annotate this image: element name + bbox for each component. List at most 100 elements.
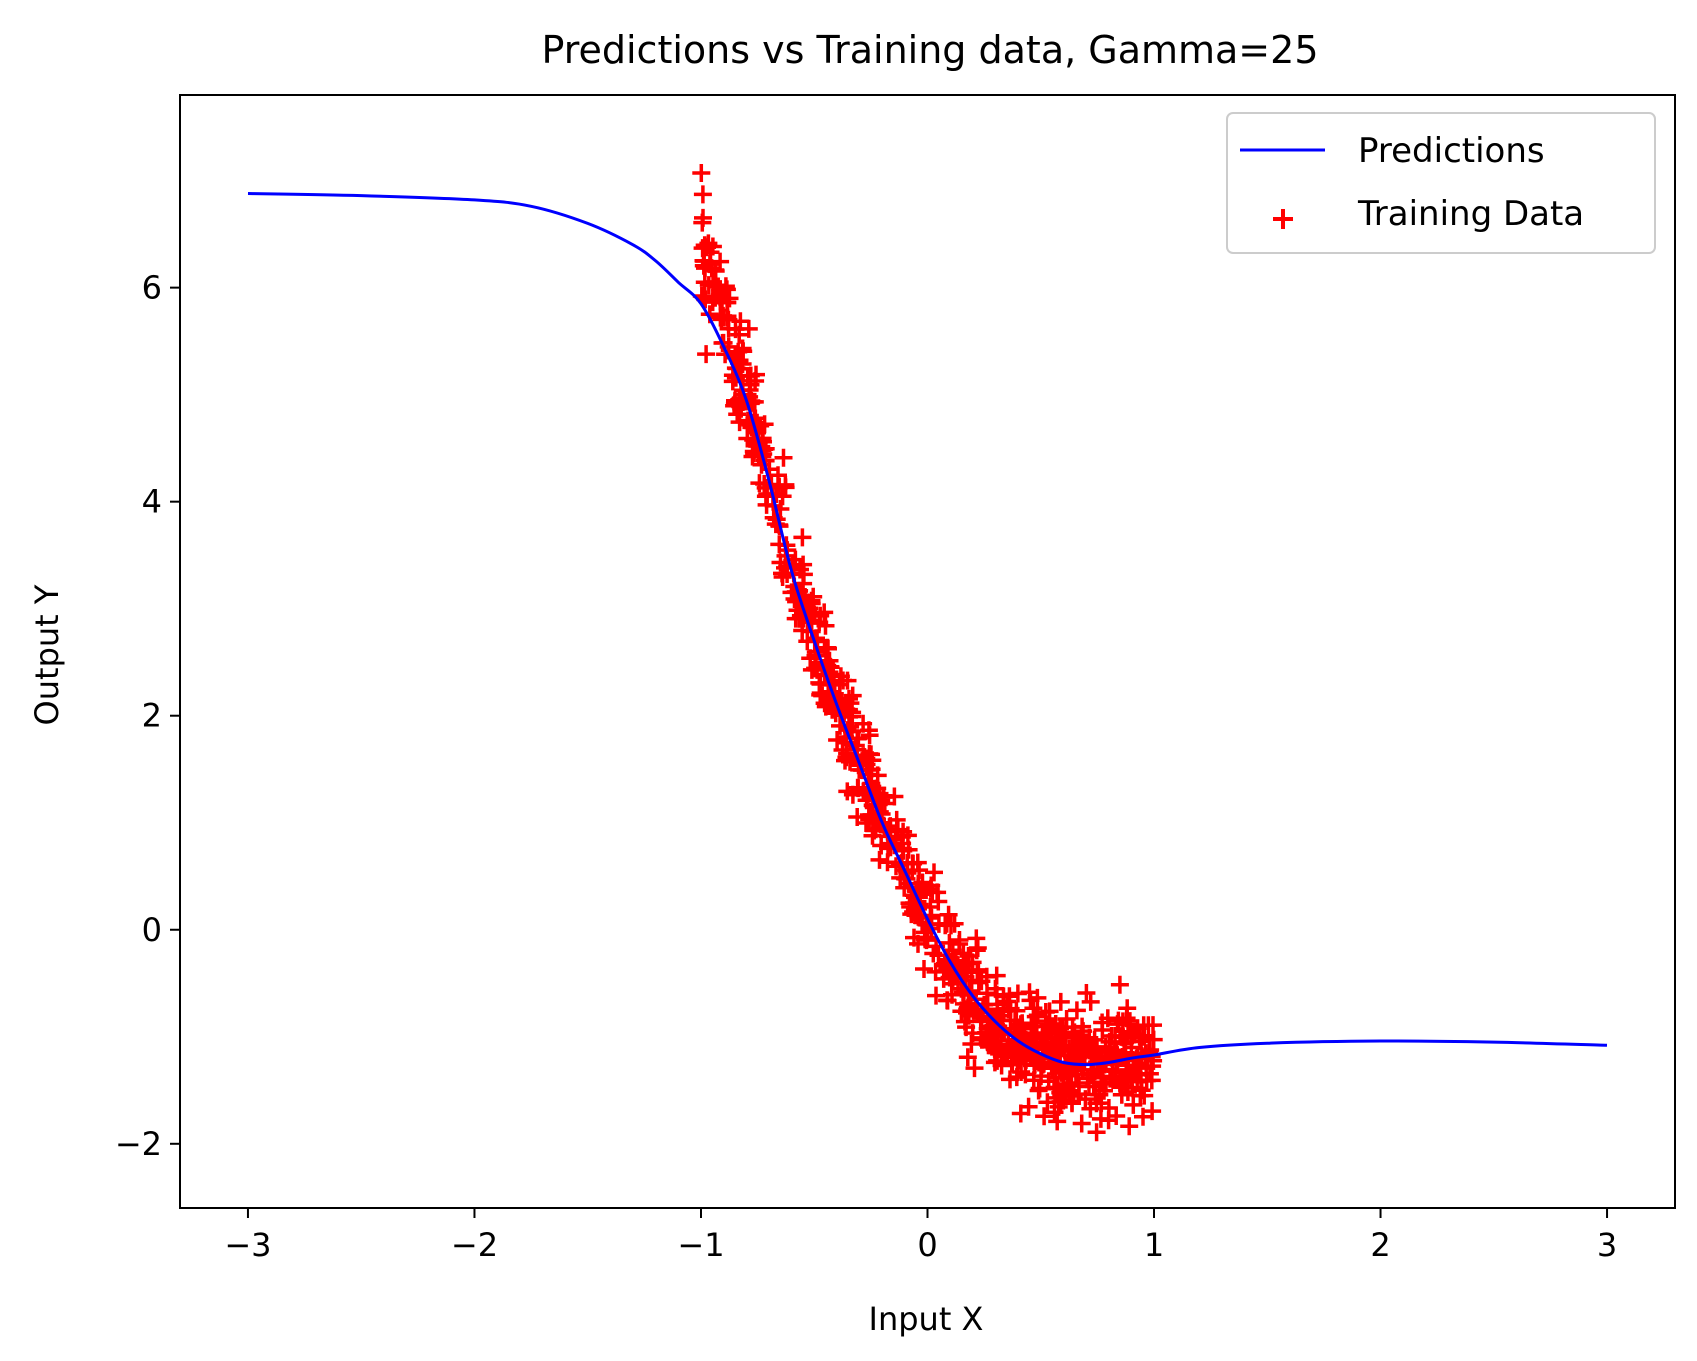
training-data-point [774, 448, 793, 467]
training-data-point [923, 883, 942, 902]
training-data-point [1107, 1107, 1126, 1125]
training-data-point [793, 528, 812, 547]
training-data-point [987, 1010, 1006, 1029]
training-data-point [1098, 1009, 1117, 1028]
training-data-point [999, 1000, 1018, 1019]
training-data-point [1057, 1062, 1076, 1081]
training-data-point [697, 345, 716, 364]
training-data-point [1108, 1015, 1127, 1034]
training-data-point [962, 1035, 981, 1053]
legend-box [1226, 112, 1656, 254]
training-data-point [887, 810, 906, 829]
training-data-point [1143, 1102, 1162, 1121]
training-data-point [726, 320, 745, 339]
training-data-point [1057, 1010, 1076, 1028]
training-data-point [1134, 1107, 1152, 1126]
training-data-point [1016, 1065, 1035, 1084]
x-axis-label: Input X [869, 1300, 984, 1338]
y-tick-label: 6 [142, 269, 162, 307]
plot-background [180, 95, 1675, 1208]
training-data-point [693, 185, 712, 204]
training-data-point [939, 905, 958, 924]
y-tick-label: −2 [115, 1125, 162, 1163]
training-data-point [695, 236, 714, 255]
training-data-point [860, 726, 879, 745]
training-data-point [1008, 984, 1027, 1003]
training-data-point [1026, 1007, 1045, 1026]
training-data-point [819, 683, 838, 702]
x-tick-label: 0 [917, 1226, 937, 1264]
training-data-point [1024, 999, 1043, 1018]
training-data-point [1081, 992, 1100, 1011]
training-data-point [996, 1047, 1015, 1066]
x-tick-label: 2 [1370, 1226, 1390, 1264]
training-data-point [987, 985, 1006, 1004]
training-data-point [1102, 1069, 1121, 1088]
training-data-point [1100, 1032, 1119, 1051]
training-data-point [1054, 1024, 1073, 1043]
training-data-point [734, 342, 753, 361]
training-data-point [830, 675, 849, 694]
training-data-point [921, 898, 940, 916]
training-data-point [733, 393, 752, 411]
training-data-point [1048, 1112, 1067, 1131]
training-data-point [1135, 1086, 1154, 1105]
training-data-point [927, 986, 945, 1005]
training-data-point [750, 474, 769, 493]
training-data-point [1110, 975, 1129, 994]
training-data-point [1091, 1109, 1110, 1128]
training-data-point [1140, 1043, 1159, 1062]
training-data-point [801, 649, 820, 668]
training-data-point [711, 292, 730, 311]
training-data-point [804, 587, 823, 606]
training-data-point [1046, 1033, 1065, 1051]
training-data-point [952, 1002, 971, 1021]
plot-area [179, 94, 1676, 1209]
x-axis-ticks: −3 −2 −1 0 1 2 3 [224, 1208, 1617, 1264]
training-data-point [924, 944, 943, 963]
y-tick-label: 0 [142, 911, 162, 949]
training-data-point [1096, 1042, 1115, 1061]
training-data-point [1046, 1088, 1064, 1107]
training-data-point [1118, 1083, 1137, 1101]
training-data-point [938, 991, 957, 1010]
y-axis-label: Output Y [28, 584, 66, 725]
training-data-point [1072, 1114, 1091, 1133]
training-data-point [1137, 1071, 1156, 1090]
legend-predictions-label: Predictions [1358, 131, 1545, 171]
training-data-point [972, 1030, 991, 1049]
training-data-point [915, 960, 933, 978]
training-data-point [986, 1043, 1005, 1062]
training-data-point [977, 967, 996, 986]
training-data-point [695, 273, 714, 292]
training-data-point [863, 812, 882, 831]
training-data-point [730, 351, 749, 370]
training-data-point [967, 929, 986, 948]
training-data-point [694, 256, 713, 275]
training-data-point [694, 208, 712, 227]
training-data-point [1111, 1027, 1129, 1046]
training-data-point [1035, 1107, 1054, 1126]
training-data-point [828, 731, 847, 749]
training-data-point [1093, 1021, 1112, 1039]
training-data-point [1013, 1014, 1032, 1033]
training-data-point [849, 779, 868, 798]
x-tick-label: 3 [1597, 1226, 1617, 1264]
training-data-point [1122, 1038, 1141, 1057]
training-data-point [955, 961, 974, 980]
x-tick-label: 1 [1144, 1226, 1164, 1264]
training-data-point [706, 262, 725, 280]
x-tick-label: −2 [451, 1226, 498, 1264]
y-tick-label: 4 [142, 483, 162, 521]
training-data-point [1064, 1086, 1083, 1105]
training-data-point [854, 714, 873, 733]
training-data-point [816, 697, 835, 716]
training-data-point [925, 863, 943, 882]
x-tick-label: −3 [224, 1226, 271, 1264]
training-data-point [1120, 1117, 1139, 1136]
training-data-point [940, 968, 959, 987]
training-data-point [1015, 1049, 1034, 1068]
chart-title: Predictions vs Training data, Gamma=25 [541, 28, 1318, 72]
training-data-point [716, 277, 735, 296]
